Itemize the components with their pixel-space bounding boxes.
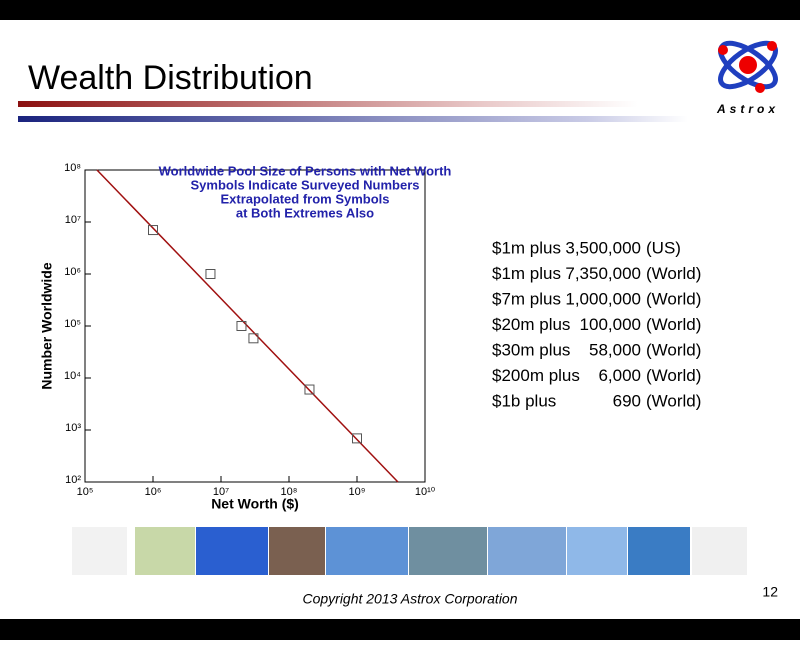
row-region: (World) bbox=[646, 264, 701, 283]
logo: Astrox bbox=[716, 40, 779, 116]
x-tick-label: 10⁶ bbox=[145, 486, 162, 498]
row-region: (US) bbox=[646, 238, 681, 257]
image-strip bbox=[72, 527, 747, 575]
x-tick-label: 10⁸ bbox=[281, 486, 298, 498]
row-label: $1b plus bbox=[492, 391, 556, 410]
row-region: (World) bbox=[646, 289, 701, 308]
chart-title: Symbols Indicate Surveyed Numbers bbox=[190, 177, 419, 192]
y-tick-label: 10⁶ bbox=[64, 266, 81, 278]
data-point bbox=[304, 384, 315, 395]
x-axis-label: Net Worth ($) bbox=[211, 496, 299, 512]
row-amount: 1,000,000 bbox=[565, 289, 641, 308]
top-bar bbox=[0, 0, 800, 20]
x-tick-label: 10¹⁰ bbox=[415, 486, 436, 498]
row-label: $7m plus bbox=[492, 289, 561, 308]
wealth-list: $1m plus 3,500,000 (US) $1m plus 7,350,000 (W… bbox=[492, 238, 701, 410]
row-amount: 7,350,000 bbox=[565, 264, 641, 283]
x-tick-label: 10⁹ bbox=[349, 486, 366, 498]
row-label: $30m plus bbox=[492, 340, 570, 359]
y-axis-label: Number Worldwide bbox=[39, 262, 55, 390]
data-point bbox=[248, 333, 259, 344]
logo-text: Astrox bbox=[716, 102, 779, 116]
x-tick-label: 10⁷ bbox=[213, 486, 229, 498]
row-amount: 6,000 bbox=[598, 366, 641, 385]
row-amount: 3,500,000 bbox=[565, 238, 641, 257]
y-tick-label: 10⁴ bbox=[64, 370, 81, 382]
y-tick-label: 10³ bbox=[65, 422, 81, 434]
rule-blue bbox=[18, 116, 688, 122]
row-amount: 58,000 bbox=[589, 340, 641, 359]
row-region: (World) bbox=[646, 315, 701, 334]
y-tick-label: 10⁸ bbox=[64, 162, 81, 174]
y-tick-label: 10⁷ bbox=[65, 214, 81, 226]
row-label: $1m plus bbox=[492, 264, 561, 283]
y-tick-label: 10² bbox=[65, 474, 81, 486]
row-label: $1m plus bbox=[492, 238, 561, 257]
row-amount: 100,000 bbox=[580, 315, 641, 334]
slide-title: Wealth Distribution bbox=[28, 59, 313, 97]
chart-title: Worldwide Pool Size of Persons with Net … bbox=[159, 163, 452, 178]
row-region: (World) bbox=[646, 366, 701, 385]
page-number: 12 bbox=[762, 584, 778, 600]
bottom-bar bbox=[0, 619, 800, 640]
chart-title: Extrapolated from Symbols bbox=[220, 191, 389, 206]
row-region: (World) bbox=[646, 391, 701, 410]
row-amount: 690 bbox=[613, 391, 641, 410]
copyright: Copyright 2013 Astrox Corporation bbox=[302, 591, 517, 607]
row-region: (World) bbox=[646, 340, 701, 359]
chart: 10⁵ 10⁶ 10⁷ 10⁸ 10⁹ 10¹⁰ 10² 10³ 10⁴ 10⁵ 10⁶ 10⁷ 10⁸… bbox=[39, 162, 452, 512]
data-point bbox=[352, 433, 362, 444]
data-point bbox=[148, 225, 158, 236]
y-tick-label: 10⁵ bbox=[64, 318, 81, 330]
row-label: $20m plus bbox=[492, 315, 570, 334]
chart-title: at Both Extremes Also bbox=[236, 205, 374, 220]
data-point bbox=[236, 321, 247, 331]
trend-line bbox=[96, 169, 399, 483]
x-tick-label: 10⁵ bbox=[77, 486, 94, 498]
rule-red bbox=[18, 101, 638, 107]
data-point bbox=[205, 269, 216, 279]
row-label: $200m plus bbox=[492, 366, 580, 385]
